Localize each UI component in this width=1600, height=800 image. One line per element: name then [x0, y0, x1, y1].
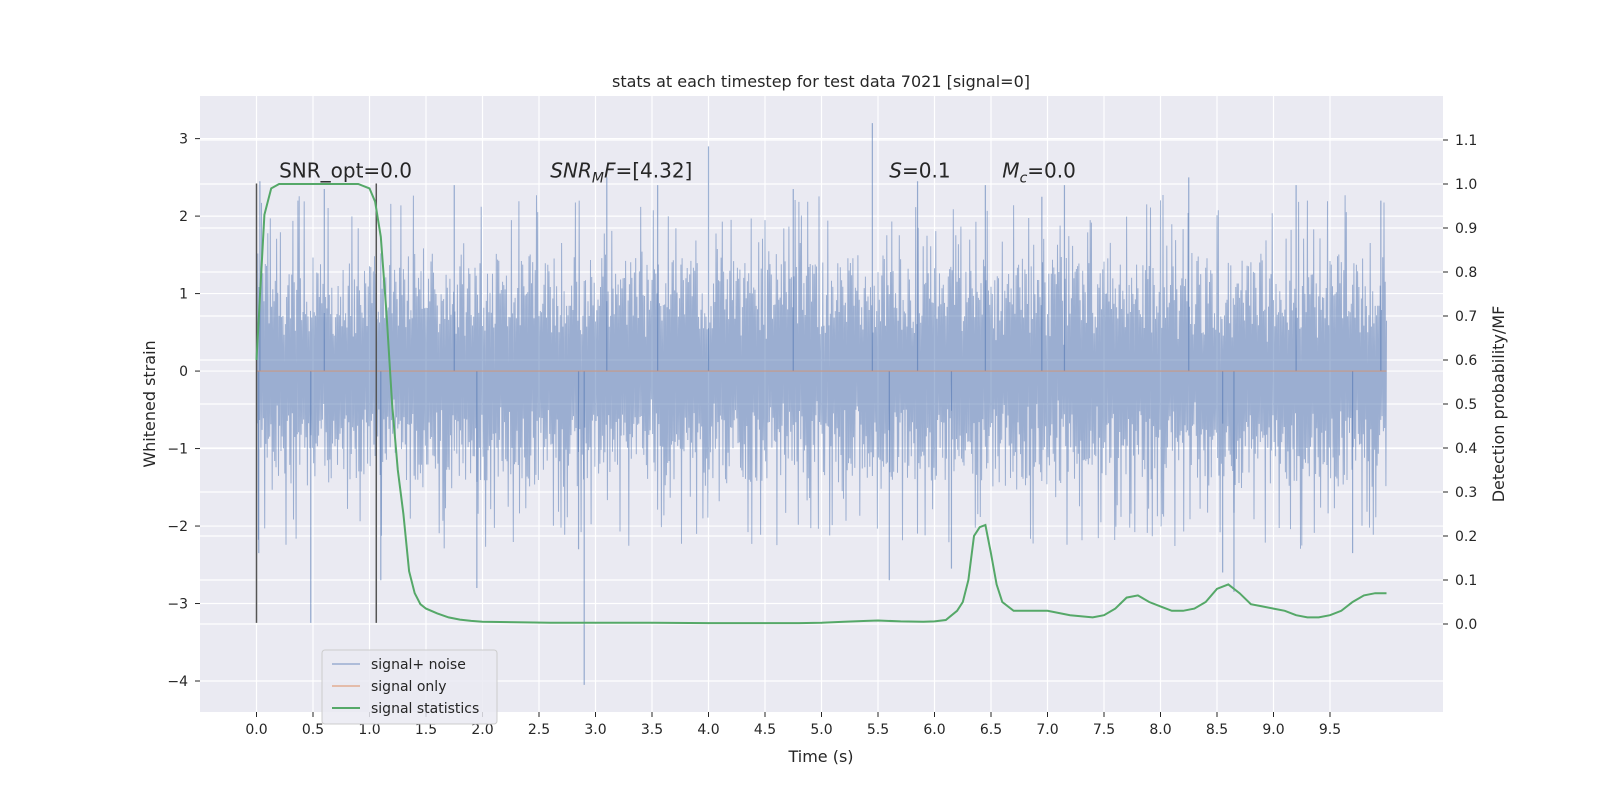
x-tick-label-4: 2.0 [471, 722, 493, 738]
x-tick-label-19: 9.5 [1319, 722, 1341, 738]
y-right-tick-label-2: 0.2 [1455, 529, 1477, 545]
x-tick-label-6: 3.0 [584, 722, 606, 738]
y-right-tick-label-0: 0.0 [1455, 617, 1477, 633]
x-tick-label-0: 0.0 [245, 722, 267, 738]
x-tick-label-9: 4.5 [754, 722, 776, 738]
right-y-axis-ticks: 0.0 0.1 0.2 0.3 0.4 0.5 0.6 0.7 0.8 0.9 1.0 1.1 [1443, 133, 1477, 633]
x-tick-label-17: 8.5 [1206, 722, 1228, 738]
annotation-0: SNR_opt=0.0 [279, 158, 412, 182]
y-right-tick-label-4: 0.4 [1455, 441, 1477, 457]
y-left-tick-label-5: 1 [179, 287, 188, 303]
y-right-tick-label-5: 0.5 [1455, 397, 1477, 413]
y-right-tick-label-8: 0.8 [1455, 265, 1477, 281]
y-right-tick-label-3: 0.3 [1455, 485, 1477, 501]
y-left-tick-label-2: −2 [167, 519, 188, 535]
x-tick-label-7: 3.5 [641, 722, 663, 738]
annotation-1: SNRMF=[4.32] [550, 158, 692, 186]
annotation-2: S=0.1 [889, 158, 950, 182]
annotation-3: Mc=0.0 [1002, 158, 1076, 186]
y-left-tick-label-3: −1 [167, 442, 188, 458]
x-tick-label-2: 1.0 [358, 722, 380, 738]
legend: signal+ noise signal only signal statist… [321, 649, 498, 725]
y-right-tick-label-1: 0.1 [1455, 573, 1477, 589]
annotations: SNR_opt=0.0 SNRMF=[4.32] S=0.1 Mc=0.0 [279, 158, 1076, 186]
y-left-tick-label-4: 0 [179, 364, 188, 380]
legend-label-signal-statistics: signal statistics [371, 701, 479, 717]
noise-trace [256, 194, 1387, 549]
legend-label-signal-noise: signal+ noise [371, 657, 466, 673]
y-left-tick-label-1: −3 [167, 597, 188, 613]
chart-title: stats at each timestep for test data 702… [612, 72, 1030, 91]
left-y-axis-ticks: −4 −3 −2 −1 0 1 2 3 [167, 132, 200, 690]
signal-statistics-line [255, 183, 1387, 625]
x-tick-label-11: 5.5 [867, 722, 889, 738]
x-tick-label-8: 4.0 [697, 722, 719, 738]
x-axis-label: Time (s) [787, 747, 853, 766]
y-right-tick-label-6: 0.6 [1455, 353, 1477, 369]
x-tick-label-1: 0.5 [302, 722, 324, 738]
x-tick-label-16: 8.0 [1149, 722, 1171, 738]
series-signal-statistics [255, 183, 1387, 625]
x-tick-label-18: 9.0 [1262, 722, 1284, 738]
x-tick-label-12: 6.0 [923, 722, 945, 738]
right-y-axis-label: Detection probability/MF [1489, 306, 1508, 503]
legend-label-signal-only: signal only [371, 679, 446, 695]
legend-box [321, 649, 498, 725]
x-tick-label-13: 6.5 [980, 722, 1002, 738]
x-tick-label-15: 7.5 [1093, 722, 1115, 738]
y-right-tick-label-10: 1.0 [1455, 177, 1477, 193]
y-right-tick-label-9: 0.9 [1455, 221, 1477, 237]
x-tick-label-3: 1.5 [415, 722, 437, 738]
y-left-tick-label-6: 2 [179, 209, 188, 225]
y-right-tick-label-7: 0.7 [1455, 309, 1477, 325]
y-right-tick-label-11: 1.1 [1455, 133, 1477, 149]
x-tick-label-10: 5.0 [810, 722, 832, 738]
y-left-tick-label-7: 3 [179, 132, 188, 148]
series-signal-noise [256, 123, 1387, 685]
x-axis-ticks: 0.0 0.5 1.0 1.5 2.0 2.5 3.0 3.5 4.0 4.5 5.0 5.5 6.0 6… [245, 712, 1341, 738]
y-left-tick-label-0: −4 [167, 674, 188, 690]
x-tick-label-14: 7.0 [1036, 722, 1058, 738]
left-y-axis-label: Whitened strain [140, 340, 159, 467]
vertical-markers [255, 183, 378, 623]
x-tick-label-5: 2.5 [528, 722, 550, 738]
